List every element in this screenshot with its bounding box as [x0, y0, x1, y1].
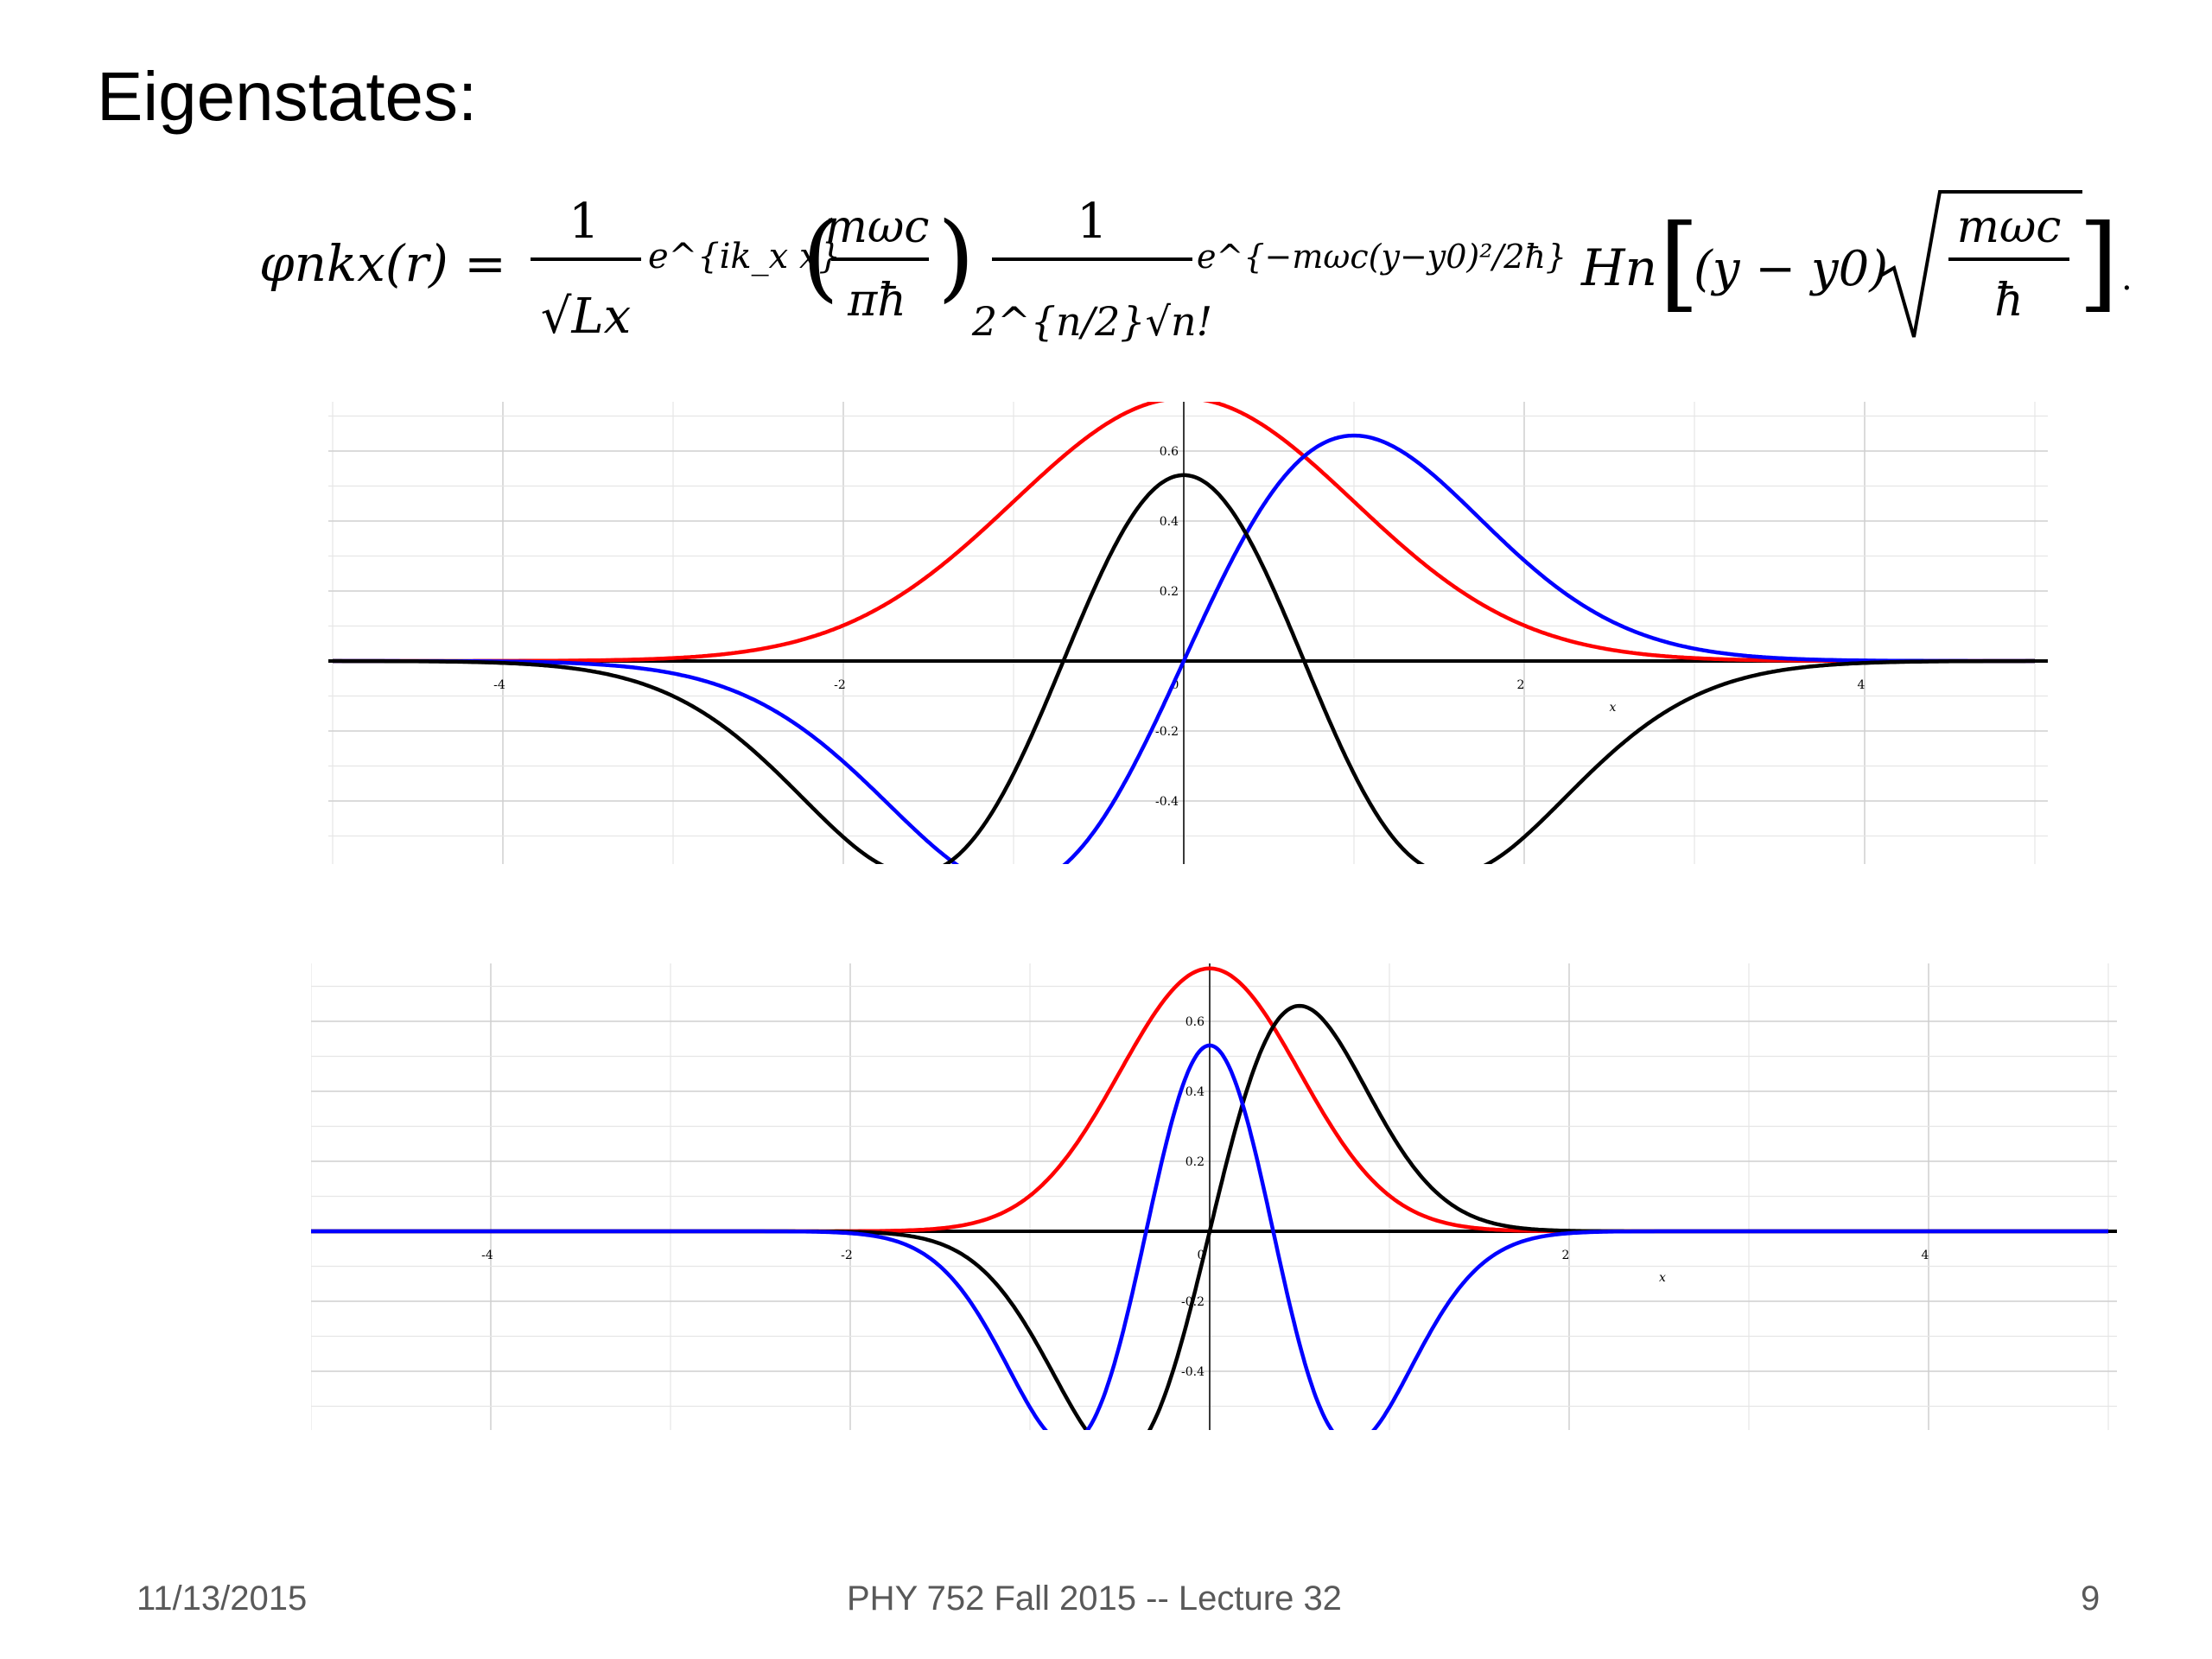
slide-title: Eigenstates:: [97, 58, 478, 135]
formula-gauss: e^{−mωc(y−y0)²/2ħ}: [1197, 238, 1567, 276]
x-tick-label: 4: [1922, 1249, 1929, 1262]
y-tick-label: -0.4: [1181, 1365, 1205, 1379]
x-tick-label: 0: [1198, 1249, 1205, 1262]
series-line: [333, 402, 2035, 664]
svg-text:[: [: [1659, 203, 1700, 323]
formula-hermite-arg: (y − y0): [1694, 241, 1888, 297]
eigenstate-formula: φnkx(r) = 1 √Lx e^{ik_x x} ( mωc πħ ) 1 …: [259, 190, 2133, 345]
formula-paren-den: πħ: [847, 275, 906, 327]
x-tick-label: -2: [841, 1249, 853, 1262]
formula-one: 1: [569, 194, 600, 250]
x-tick-label: -4: [481, 1249, 493, 1262]
x-tick-label: 4: [1858, 678, 1866, 692]
plot-bottom: -4 -2 0 2 40.60.40.2-0.2-0.4x: [311, 963, 2117, 1430]
footer-date: 11/13/2015: [137, 1580, 308, 1618]
x-tick-label: 2: [1517, 678, 1525, 692]
formula-paren-num: mωc: [825, 201, 930, 253]
svg-text:.: .: [2121, 258, 2133, 298]
footer-page: 9: [2081, 1580, 2101, 1618]
grid: [311, 963, 2117, 1430]
series-line: [333, 473, 2035, 864]
y-tick-label: 0.2: [1160, 585, 1179, 599]
formula-lhs: φnkx(r) =: [259, 234, 506, 293]
x-tick-label: -2: [834, 678, 846, 692]
series-line: [333, 433, 2035, 864]
svg-text:]: ]: [2078, 203, 2119, 323]
formula-norm-num: 1: [1077, 194, 1108, 250]
x-tick-label: -4: [493, 678, 505, 692]
y-tick-label: 0.4: [1160, 515, 1179, 529]
footer-course: PHY 752 Fall 2015 -- Lecture 32: [847, 1580, 1342, 1618]
svg-text:): ): [938, 201, 975, 312]
x-axis-label: x: [1659, 1271, 1666, 1285]
formula-sqrt-lx: √Lx: [541, 289, 631, 345]
x-tick-label: 2: [1562, 1249, 1570, 1262]
formula-root-den: ħ: [1994, 275, 2024, 327]
y-tick-label: -0.4: [1155, 795, 1179, 809]
series-line: [311, 1043, 2108, 1430]
formula-hermite: Hn: [1580, 238, 1657, 297]
y-tick-label: 0.6: [1160, 445, 1179, 459]
formula-plane-wave: e^{ik_x x}: [648, 237, 841, 276]
svg-text:(: (: [802, 201, 839, 312]
y-tick-label: 0.6: [1185, 1015, 1205, 1029]
y-tick-label: -0.2: [1155, 725, 1179, 739]
formula-root-num: mωc: [1957, 201, 2062, 253]
x-tick-label: 0: [1172, 678, 1179, 692]
grid: [328, 402, 2048, 864]
y-tick-label: 0.4: [1185, 1085, 1205, 1099]
y-tick-label: 0.2: [1185, 1155, 1205, 1169]
formula-norm-den: 2^{n/2}√n!: [971, 298, 1212, 345]
x-axis-label: x: [1610, 701, 1617, 715]
plot-top: -4 -2 0 2 4 0.6 0.4 0.2 -0.2 -0.4 x: [328, 402, 2048, 864]
